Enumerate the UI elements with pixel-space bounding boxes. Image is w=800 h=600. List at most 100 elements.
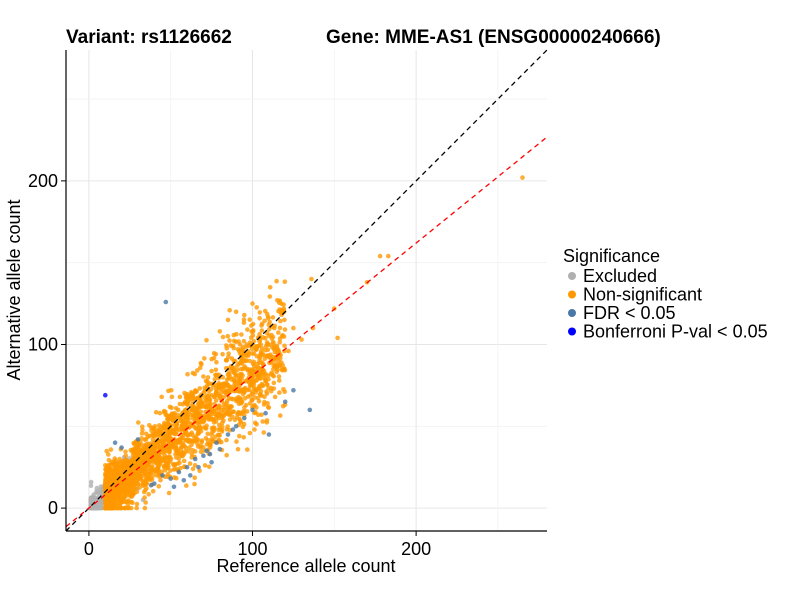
point-non-significant xyxy=(217,329,223,334)
point-non-significant xyxy=(120,462,126,467)
point-non-significant xyxy=(248,335,254,341)
point-non-significant xyxy=(234,415,240,420)
legend-label-bonferroni-p-val-0-05: Bonferroni P-val < 0.05 xyxy=(583,322,768,342)
point-non-significant xyxy=(261,430,267,435)
point-non-significant xyxy=(139,473,145,479)
point-non-significant xyxy=(254,405,259,410)
point-non-significant xyxy=(142,495,147,500)
point-non-significant xyxy=(252,427,257,432)
point-non-significant xyxy=(123,449,128,455)
point-non-significant xyxy=(184,416,189,421)
point-fdr-0-05 xyxy=(119,445,124,450)
point-fdr-0-05 xyxy=(168,476,173,481)
point-fdr-0-05 xyxy=(263,410,268,416)
point-non-significant xyxy=(252,395,258,400)
point-non-significant xyxy=(167,447,172,453)
point-non-significant xyxy=(272,346,277,352)
point-non-significant xyxy=(264,311,270,317)
point-non-significant xyxy=(272,364,278,370)
point-non-significant xyxy=(126,472,132,478)
point-non-significant xyxy=(236,361,242,366)
point-non-significant xyxy=(187,432,193,437)
point-non-significant xyxy=(153,445,158,450)
point-non-significant xyxy=(224,437,229,443)
y-tick-label: 100 xyxy=(28,334,58,354)
point-non-significant xyxy=(146,492,151,497)
point-non-significant xyxy=(264,331,270,336)
point-fdr-0-05 xyxy=(184,464,190,470)
point-non-significant xyxy=(104,492,109,498)
point-non-significant xyxy=(224,452,229,458)
point-non-significant xyxy=(176,438,181,443)
point-non-significant xyxy=(239,376,244,381)
point-non-significant xyxy=(245,394,251,399)
point-non-significant xyxy=(254,377,259,383)
point-non-significant xyxy=(139,431,145,436)
point-non-significant xyxy=(250,301,255,306)
point-non-significant xyxy=(189,455,194,460)
point-non-significant xyxy=(276,300,282,306)
point-non-significant xyxy=(213,419,219,424)
point-non-significant xyxy=(237,433,242,439)
point-non-significant xyxy=(208,442,213,448)
point-non-significant xyxy=(209,368,214,374)
point-fdr-0-05 xyxy=(204,448,209,454)
x-tick-label: 100 xyxy=(237,539,267,559)
point-non-significant xyxy=(190,392,196,398)
x-tick-label: 200 xyxy=(401,539,431,559)
point-non-significant xyxy=(104,474,110,480)
point-non-significant xyxy=(195,425,200,431)
point-non-significant xyxy=(184,483,189,488)
point-non-significant xyxy=(203,404,208,410)
point-non-significant xyxy=(249,372,255,378)
point-fdr-0-05 xyxy=(176,469,182,475)
point-fdr-0-05 xyxy=(196,464,201,470)
point-non-significant xyxy=(152,472,157,478)
point-non-significant xyxy=(136,481,141,487)
point-non-significant xyxy=(177,401,183,407)
point-non-significant xyxy=(231,409,236,415)
point-non-significant xyxy=(277,390,282,395)
point-non-significant xyxy=(272,323,278,329)
point-non-significant xyxy=(261,402,267,407)
point-non-significant xyxy=(282,327,288,332)
point-non-significant xyxy=(128,483,133,488)
point-non-significant xyxy=(270,372,276,378)
point-non-significant xyxy=(291,325,296,331)
point-non-significant xyxy=(136,420,141,425)
point-non-significant xyxy=(190,416,196,421)
point-non-significant xyxy=(264,418,270,423)
point-non-significant xyxy=(192,475,197,481)
point-non-significant xyxy=(259,323,264,328)
point-non-significant xyxy=(249,323,254,328)
point-non-significant xyxy=(177,460,182,466)
point-non-significant xyxy=(233,309,239,315)
point-non-significant xyxy=(225,317,231,323)
point-non-significant xyxy=(266,376,271,382)
point-non-significant xyxy=(143,500,148,505)
point-non-significant xyxy=(277,325,283,331)
point-fdr-0-05 xyxy=(291,388,296,393)
point-fdr-0-05 xyxy=(181,478,187,483)
plot-area xyxy=(88,175,525,511)
point-non-significant xyxy=(174,455,179,460)
point-non-significant xyxy=(173,445,179,451)
point-non-significant xyxy=(206,464,212,470)
point-non-significant xyxy=(110,499,116,505)
point-non-significant xyxy=(260,335,266,340)
point-non-significant xyxy=(282,343,287,349)
point-non-significant xyxy=(260,383,265,388)
point-non-significant xyxy=(235,410,241,416)
point-non-significant xyxy=(135,473,141,479)
point-non-significant xyxy=(386,253,391,259)
point-fdr-0-05 xyxy=(201,453,206,459)
point-non-significant xyxy=(147,423,152,428)
point-non-significant xyxy=(264,340,270,345)
point-non-significant xyxy=(250,361,256,367)
point-non-significant xyxy=(111,462,117,468)
reference-line-fit xyxy=(65,136,548,528)
point-non-significant xyxy=(282,279,288,285)
point-non-significant xyxy=(202,425,207,430)
point-non-significant xyxy=(260,419,266,424)
point-non-significant xyxy=(276,374,282,379)
